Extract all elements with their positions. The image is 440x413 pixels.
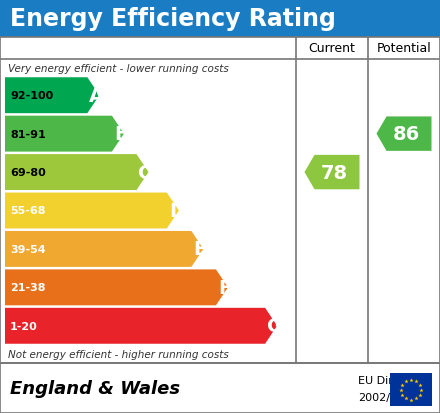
Polygon shape (5, 116, 124, 152)
Polygon shape (304, 155, 359, 190)
Text: 21-38: 21-38 (10, 282, 45, 293)
Text: 69-80: 69-80 (10, 168, 46, 178)
Text: 2002/91/EC: 2002/91/EC (358, 392, 423, 402)
Text: 55-68: 55-68 (10, 206, 45, 216)
Polygon shape (5, 78, 99, 114)
Bar (390, 373, 432, 406)
Bar (0, 0, 440, 38)
Bar (0, 38, 440, 363)
Text: Potential: Potential (377, 43, 431, 55)
Text: EU Directive: EU Directive (358, 375, 427, 386)
Text: F: F (218, 278, 231, 297)
Text: Very energy efficient - lower running costs: Very energy efficient - lower running co… (8, 63, 229, 74)
Text: 1-20: 1-20 (10, 321, 38, 331)
Text: G: G (267, 316, 283, 335)
Text: 86: 86 (393, 125, 420, 144)
Text: Energy Efficiency Rating: Energy Efficiency Rating (10, 7, 336, 31)
Text: 81-91: 81-91 (10, 129, 46, 139)
Bar (0, 363, 440, 413)
Text: 39-54: 39-54 (10, 244, 46, 254)
Text: 78: 78 (321, 163, 348, 182)
Text: E: E (194, 240, 207, 259)
Polygon shape (5, 193, 179, 229)
Polygon shape (5, 231, 203, 267)
Polygon shape (5, 155, 148, 190)
Text: A: A (89, 86, 104, 105)
Text: 92-100: 92-100 (10, 91, 53, 101)
Polygon shape (377, 117, 432, 152)
Polygon shape (5, 270, 228, 306)
Text: D: D (169, 202, 185, 221)
Polygon shape (5, 308, 277, 344)
Text: Current: Current (308, 43, 356, 55)
Text: C: C (139, 163, 153, 182)
Text: England & Wales: England & Wales (10, 379, 180, 397)
Text: Not energy efficient - higher running costs: Not energy efficient - higher running co… (8, 349, 229, 359)
Text: B: B (114, 125, 128, 144)
